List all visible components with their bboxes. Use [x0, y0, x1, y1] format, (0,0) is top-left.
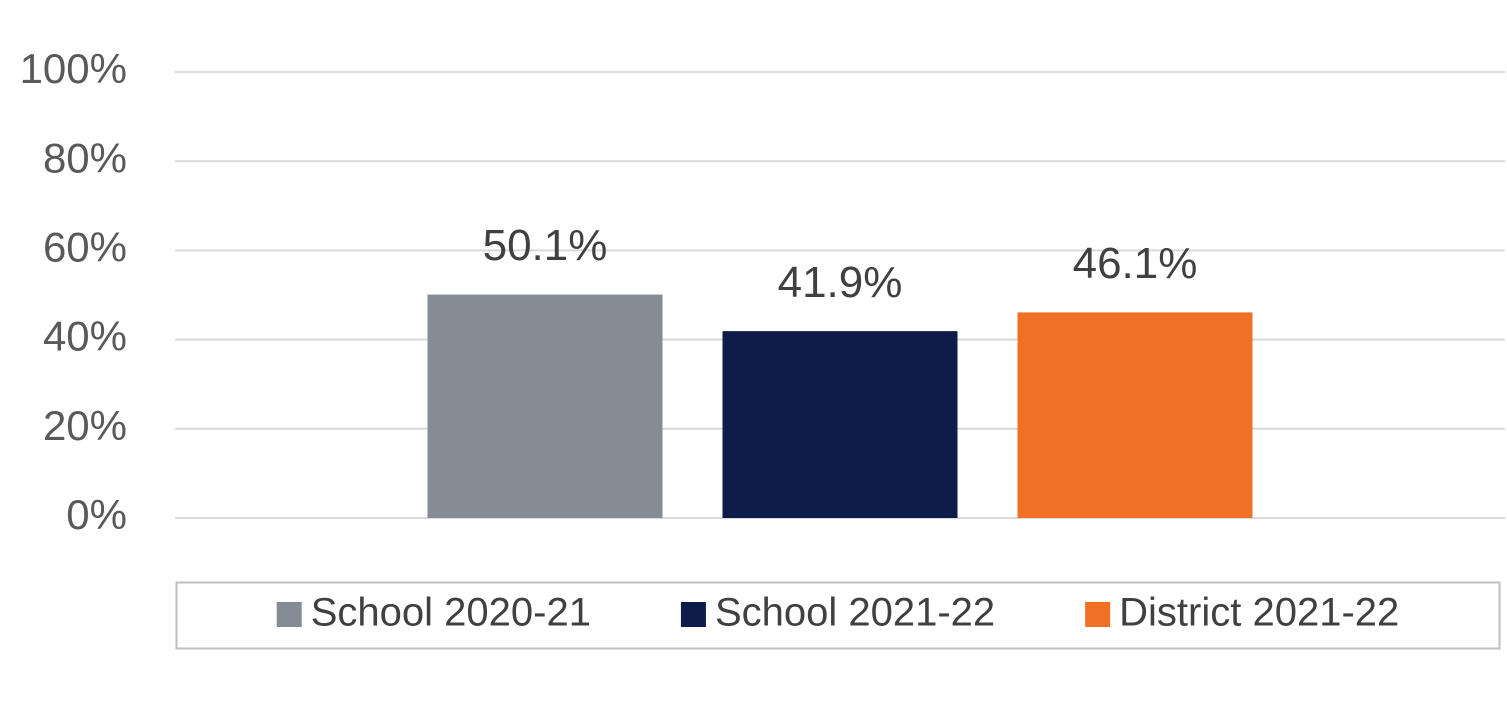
legend-label: School 2020-21 — [311, 591, 591, 635]
y-tick-label: 80% — [43, 134, 127, 181]
legend-label: District 2021-22 — [1119, 591, 1399, 635]
legend-box — [175, 581, 1501, 650]
legend-swatch — [1085, 602, 1111, 627]
y-tick-label: 20% — [43, 402, 127, 449]
value-label: 41.9% — [778, 258, 903, 307]
bar — [1017, 312, 1253, 518]
y-tick-label: 60% — [43, 223, 127, 270]
legend-label: School 2021-22 — [715, 591, 995, 635]
y-tick-label: 40% — [43, 313, 127, 360]
legend-swatch — [680, 602, 706, 627]
legend-swatch — [276, 602, 302, 627]
value-label: 50.1% — [483, 221, 608, 270]
y-tick-label: 0% — [66, 491, 127, 538]
value-label: 46.1% — [1073, 239, 1198, 288]
bar — [427, 294, 663, 518]
bar — [722, 331, 958, 518]
y-tick-label: 100% — [20, 45, 127, 92]
